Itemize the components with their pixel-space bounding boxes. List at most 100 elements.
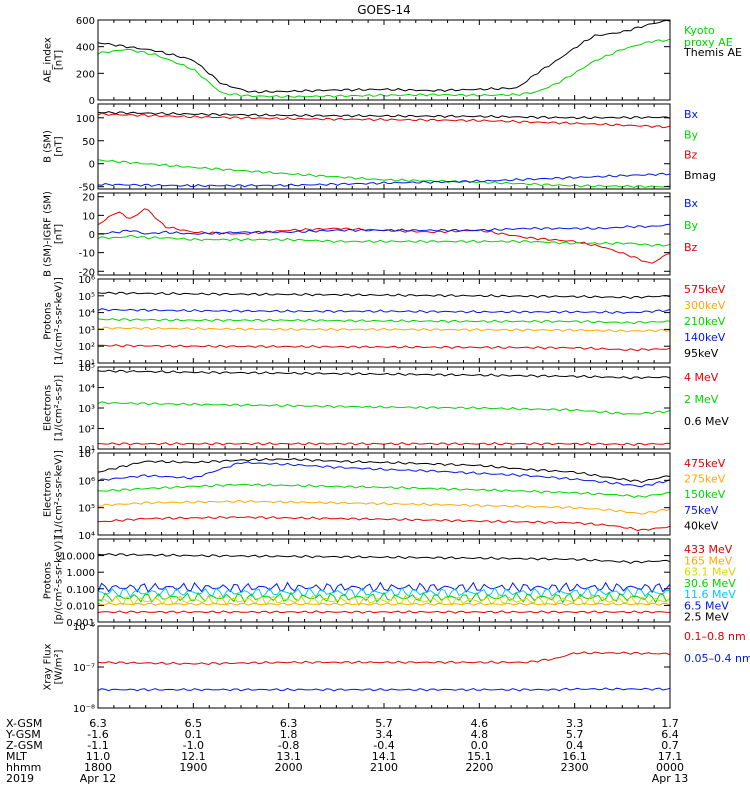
y-tick-label: 10⁴ (78, 531, 95, 542)
legend-entry: 0.05–0.4 nm (684, 652, 750, 665)
legend-entry: 2.5 MeV (684, 611, 729, 624)
legend-entry: Kyoto (684, 24, 715, 37)
legend-entry: 0.6 MeV (684, 415, 729, 428)
y-tick-label: 200 (76, 69, 95, 80)
x-table-cell: Apr 13 (652, 772, 689, 785)
legend-entry: 150keV (684, 488, 726, 501)
y-tick-label: 0 (89, 96, 95, 107)
y-tick-label: 10⁻⁷ (73, 663, 95, 674)
y-tick-label: 0.010 (66, 601, 95, 612)
y-tick-label: 600 (76, 16, 95, 27)
y-tick-label: 10.000 (60, 552, 95, 563)
legend-entry: Bmag (684, 169, 716, 182)
y-tick-label: 10⁻⁸ (73, 704, 95, 715)
series-line-ae-0 (98, 20, 670, 94)
series-line-bdiff-0 (98, 208, 670, 264)
panel-protons_mev: 10.000 1.000 0.100 0.010 0.001 Protons [p/(cm²… (43, 537, 737, 629)
panel-bdiff: 20 10 0 -10 -20 B (SM)-IGRF (SM) [nT] Bx By Bz (43, 191, 699, 278)
legend-entry: 165 MeV (684, 554, 733, 567)
x-table-cell: 5.7 (566, 728, 584, 741)
y-axis-label: [W/m²] (54, 649, 65, 684)
series-line-electrons_kev-0 (98, 457, 670, 484)
legend-entry: 210keV (684, 315, 726, 328)
x-table-cell: 3.3 (566, 717, 584, 730)
series-line-protons-0 (98, 291, 670, 300)
x-table-cell: 12.1 (181, 750, 206, 763)
y-axis-label: [p/(cm²-s-sr-keV)] (54, 537, 65, 625)
legend-entry: 140keV (684, 331, 726, 344)
legend-entry: Bz (684, 241, 698, 254)
panel-protons: 10⁶ 10⁵ 10⁴ 10³ 10² 10¹ Protons [1/(cm²-s-sr-ke… (43, 275, 726, 370)
panel-bsm: 100 50 0 -50 B (SM) [nT] Bx By Bz Bmag (43, 103, 716, 194)
legend-entry: 63.1 MeV (684, 566, 736, 579)
x-table-cell: 3.4 (375, 728, 393, 741)
y-tick-label: 10¹ (78, 359, 95, 370)
series-line-electrons_kev-3 (98, 500, 670, 515)
x-table-cell: 1800 (84, 761, 112, 774)
y-tick-label: 10 (82, 211, 95, 222)
x-table-cell: 11.0 (86, 750, 111, 763)
y-axis-label: [1/(cm²-s-sr-keV)] (54, 277, 65, 365)
panel-frame (97, 538, 671, 623)
y-tick-label: -10 (79, 249, 95, 260)
y-axis-label: [nT] (54, 224, 65, 244)
x-table-cell: -1.1 (87, 739, 108, 752)
series-line-bdiff-1 (98, 234, 670, 247)
series-line-protons_mev-2 (98, 586, 670, 599)
y-tick-label: 10⁶ (78, 476, 95, 487)
x-table-cell: -0.4 (373, 739, 394, 752)
y-tick-label: 10³ (78, 325, 95, 336)
x-table-cell: -1.6 (87, 728, 108, 741)
x-table-cell: 2300 (561, 761, 589, 774)
series-line-protons-4 (98, 344, 670, 352)
x-table-cell: 1.8 (280, 728, 298, 741)
y-tick-label: 10⁵ (78, 292, 95, 303)
y-axis-label: Electrons (43, 385, 54, 431)
x-table-cell: -1.0 (183, 739, 204, 752)
x-table-row-label: Y-GSM (5, 728, 41, 741)
series-line-protons_mev-6 (98, 610, 670, 614)
y-tick-label: 10⁻⁶ (73, 622, 95, 633)
legend-entry: 95keV (684, 347, 719, 360)
series-line-protons_mev-5 (98, 602, 670, 606)
y-axis-label: B (SM) (43, 130, 54, 163)
x-table-cell: 2100 (370, 761, 398, 774)
legend-entry: 75keV (684, 504, 719, 517)
x-table-cell: 0000 (656, 761, 684, 774)
legend-entry: 6.5 MeV (684, 599, 729, 612)
series-line-protons_mev-4 (98, 594, 670, 607)
x-table-cell: 4.8 (471, 728, 489, 741)
series-line-bsm-2 (98, 159, 670, 189)
legend-entry: 11.6 MeV (684, 588, 736, 601)
y-tick-label: 10⁷ (78, 449, 95, 460)
y-tick-label: 50 (82, 137, 95, 148)
y-tick-label: 1.000 (66, 568, 95, 579)
series-line-protons-1 (98, 308, 670, 314)
x-table-cell: 16.1 (562, 750, 587, 763)
series-line-electrons_kev-2 (98, 483, 670, 498)
series-line-electrons_kev-1 (98, 461, 670, 488)
x-table-cell: 1900 (179, 761, 207, 774)
x-table-cell: 0.1 (185, 728, 203, 741)
series-line-bsm-0 (98, 111, 670, 120)
series-line-xray-1 (98, 687, 670, 692)
panel-frame (97, 19, 671, 101)
y-axis-label: [1/(cm²-s-sr-keV)] (54, 450, 65, 538)
y-axis-label: Electrons (43, 471, 54, 517)
series-line-protons-2 (98, 318, 670, 325)
y-tick-label: 10³ (78, 404, 95, 415)
y-axis-label: [1/(cm²-s-sr)] (54, 375, 65, 441)
x-table-cell: 15.1 (467, 750, 492, 763)
x-table-row-label: Z-GSM (6, 739, 43, 752)
legend-entry: Bx (684, 108, 699, 121)
legend-entry: 575keV (684, 283, 726, 296)
legend-entry: 475keV (684, 457, 726, 470)
legend-entry: By (684, 128, 699, 141)
x-table-cell: 2200 (465, 761, 493, 774)
series-line-electrons_mev-1 (98, 401, 670, 415)
y-axis-label: Protons (43, 562, 54, 599)
y-tick-label: 0 (89, 160, 95, 171)
x-table-row-label: MLT (6, 750, 27, 763)
series-line-electrons_kev-4 (98, 515, 670, 532)
legend-entry: 433 MeV (684, 543, 733, 556)
